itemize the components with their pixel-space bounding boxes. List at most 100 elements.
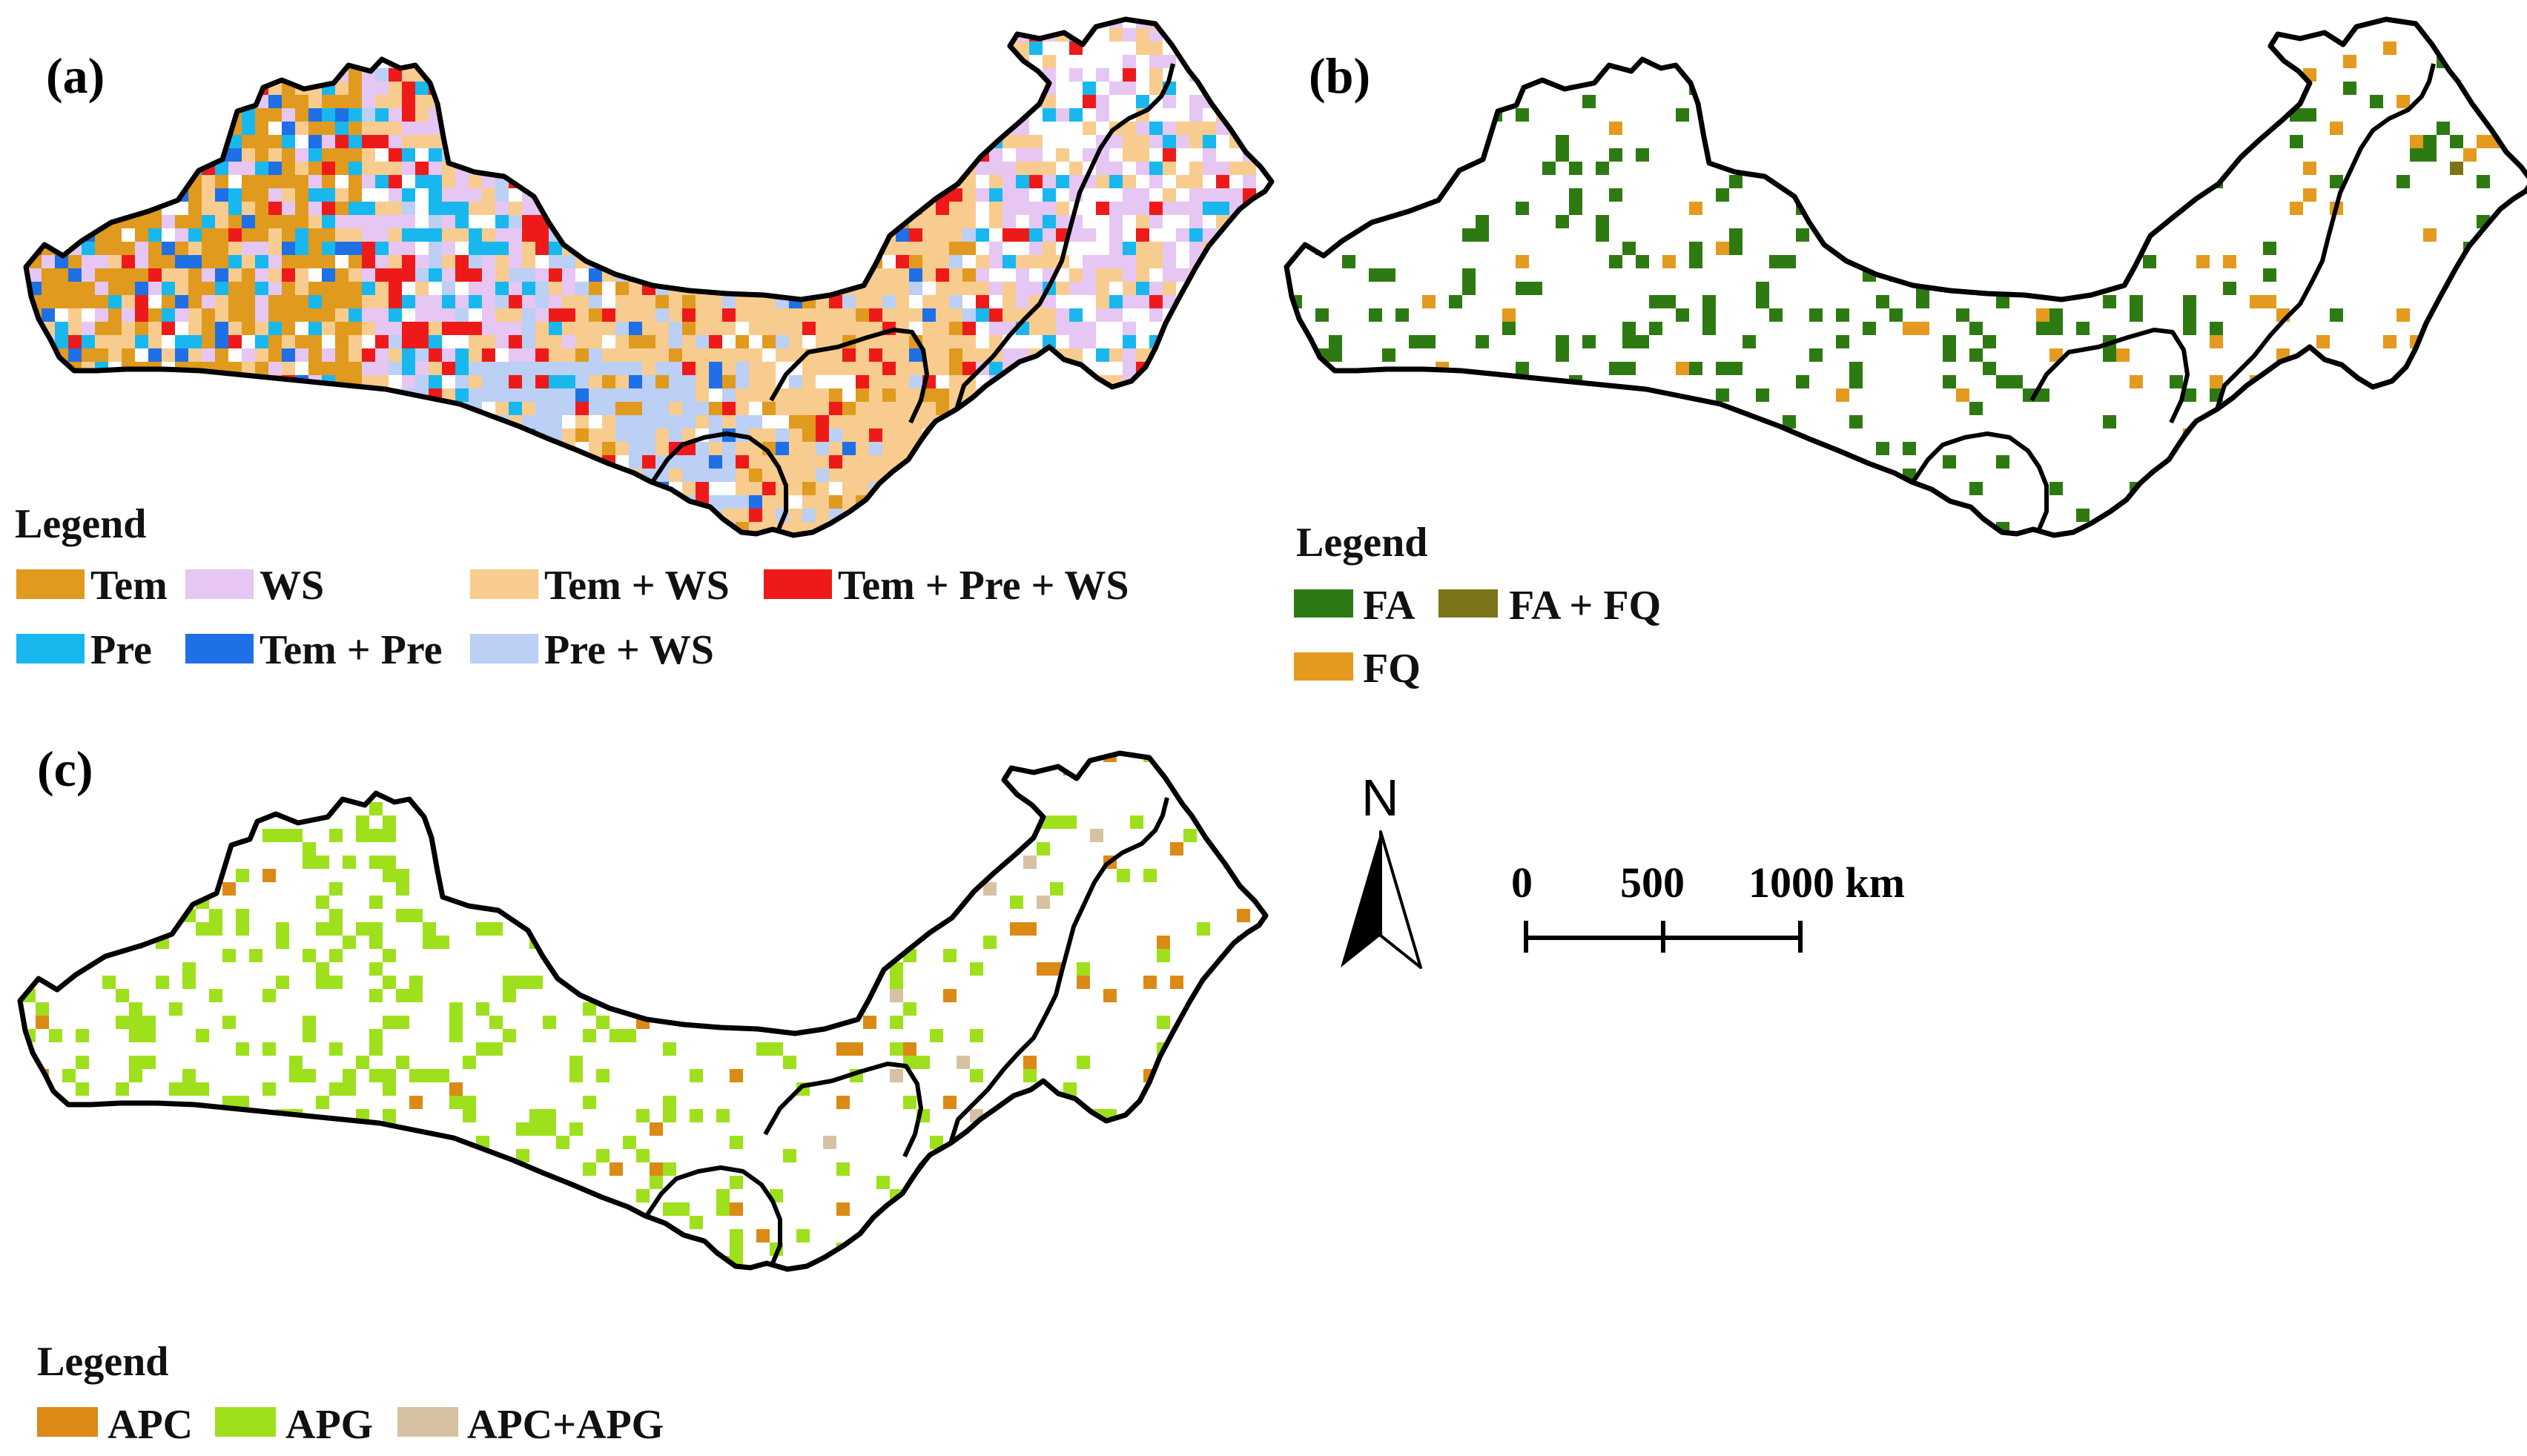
panel-a-cell bbox=[495, 348, 509, 362]
panel-a-cell bbox=[642, 322, 655, 335]
panel-a-cell bbox=[415, 442, 429, 455]
panel-b-cell bbox=[2450, 375, 2463, 388]
panel-a-cell bbox=[1029, 19, 1043, 28]
panel-a-cell bbox=[655, 415, 669, 428]
panel-a-cell bbox=[829, 402, 842, 415]
panel-a-cell bbox=[1002, 522, 1016, 535]
panel-b-legend-title: Legend bbox=[1296, 520, 1427, 566]
panel-a-cell bbox=[842, 188, 856, 202]
panel-b-cell bbox=[1422, 55, 1436, 68]
panel-c-cell bbox=[930, 1029, 943, 1042]
panel-a-cell bbox=[148, 308, 162, 322]
panel-a-cell bbox=[202, 375, 215, 388]
panel-a-cell bbox=[509, 469, 522, 482]
panel-a-cell bbox=[1123, 68, 1136, 82]
panel-a-cell bbox=[976, 428, 989, 442]
panel-a-cell bbox=[1096, 402, 1109, 415]
panel-b-cell bbox=[1329, 482, 1342, 495]
panel-a-cell bbox=[108, 428, 122, 442]
panel-a-cell bbox=[1043, 295, 1056, 308]
panel-a-cell bbox=[362, 535, 375, 549]
panel-c-cell bbox=[796, 762, 810, 775]
panel-c-cell bbox=[142, 775, 156, 789]
panel-b-cell bbox=[2130, 375, 2143, 388]
panel-a-cell bbox=[55, 228, 68, 242]
panel-a-cell bbox=[308, 162, 322, 175]
panel-a-cell bbox=[1216, 268, 1229, 282]
panel-a-cell bbox=[1043, 162, 1056, 175]
panel-a-cell bbox=[1216, 522, 1229, 535]
panel-a-cell bbox=[389, 268, 402, 282]
panel-b-cell bbox=[1516, 282, 1529, 295]
panel-c-cell bbox=[876, 1176, 890, 1189]
panel-a-cell bbox=[202, 135, 215, 148]
panel-c-cell bbox=[730, 1176, 743, 1189]
panel-a-cell bbox=[722, 335, 736, 348]
panel-c-cell bbox=[36, 802, 49, 815]
panel-a-cell bbox=[909, 228, 922, 242]
panel-a-cell bbox=[776, 428, 789, 442]
panel-a-cell bbox=[762, 469, 776, 482]
panel-a-cell bbox=[402, 335, 415, 348]
panel-a-cell bbox=[1229, 509, 1243, 522]
panel-a-cell bbox=[1189, 148, 1203, 162]
panel-b-cell bbox=[2023, 215, 2036, 228]
panel-a-cell bbox=[1096, 308, 1109, 322]
panel-a-cell bbox=[709, 162, 722, 175]
panel-a-cell bbox=[829, 535, 842, 549]
panel-b-cell bbox=[2049, 308, 2063, 322]
panel-b-cell bbox=[1996, 455, 2009, 469]
panel-a-cell bbox=[896, 522, 909, 535]
panel-a-cell bbox=[962, 122, 976, 135]
panel-a-cell bbox=[442, 455, 455, 469]
panel-a-cell bbox=[655, 268, 669, 282]
panel-b-cell bbox=[2437, 122, 2450, 135]
panel-a-cell bbox=[82, 28, 95, 42]
panel-a-cell bbox=[255, 188, 268, 202]
panel-c-cell bbox=[930, 909, 943, 922]
panel-a-cell bbox=[349, 268, 362, 282]
panel-c-cell bbox=[1037, 1149, 1050, 1162]
panel-a-cell bbox=[842, 348, 856, 362]
panel-a-cell bbox=[162, 268, 175, 282]
panel-a-cell bbox=[389, 82, 402, 95]
panel-a-cell bbox=[268, 442, 282, 455]
panel-a-cell bbox=[1136, 442, 1149, 455]
panel-a-cell bbox=[389, 175, 402, 188]
panel-a-cell bbox=[789, 148, 802, 162]
panel-c-cell bbox=[810, 1002, 823, 1016]
panel-a-cell bbox=[82, 415, 95, 428]
panel-a-cell bbox=[522, 42, 535, 55]
panel-a-cell bbox=[295, 348, 308, 362]
panel-a-cell bbox=[682, 428, 696, 442]
panel-b-cell bbox=[1849, 362, 1863, 375]
panel-a-cell bbox=[989, 282, 1002, 295]
panel-c-cell bbox=[463, 1096, 476, 1109]
panel-a-cell bbox=[1109, 322, 1123, 335]
panel-a-cell bbox=[282, 362, 295, 375]
panel-a-cell bbox=[1149, 82, 1163, 95]
panel-a-cell bbox=[175, 135, 188, 148]
panel-a-cell bbox=[215, 42, 228, 55]
panel-a-cell bbox=[655, 428, 669, 442]
panel-a-cell bbox=[26, 242, 28, 255]
panel-a-cell bbox=[429, 402, 442, 415]
panel-a-cell bbox=[589, 295, 602, 308]
panel-a-cell bbox=[28, 148, 42, 162]
panel-a-cell bbox=[1109, 82, 1123, 95]
panel-b-cell bbox=[2103, 348, 2116, 362]
panel-a-cell bbox=[936, 388, 949, 402]
panel-c-cell bbox=[20, 1162, 22, 1176]
panel-a-cell bbox=[375, 268, 389, 282]
panel-a-cell bbox=[1216, 95, 1229, 108]
panel-c-cell bbox=[596, 1149, 610, 1162]
panel-a-cell bbox=[26, 148, 28, 162]
panel-a-cell bbox=[722, 535, 736, 549]
panel-c-cell bbox=[890, 1016, 903, 1029]
panel-b-cell bbox=[2263, 415, 2276, 428]
panel-a-cell bbox=[389, 108, 402, 122]
panel-a-cell bbox=[42, 188, 55, 202]
panel-c-cell bbox=[943, 989, 957, 1002]
panel-b-cell bbox=[2103, 415, 2116, 428]
panel-c-cell bbox=[369, 829, 383, 842]
